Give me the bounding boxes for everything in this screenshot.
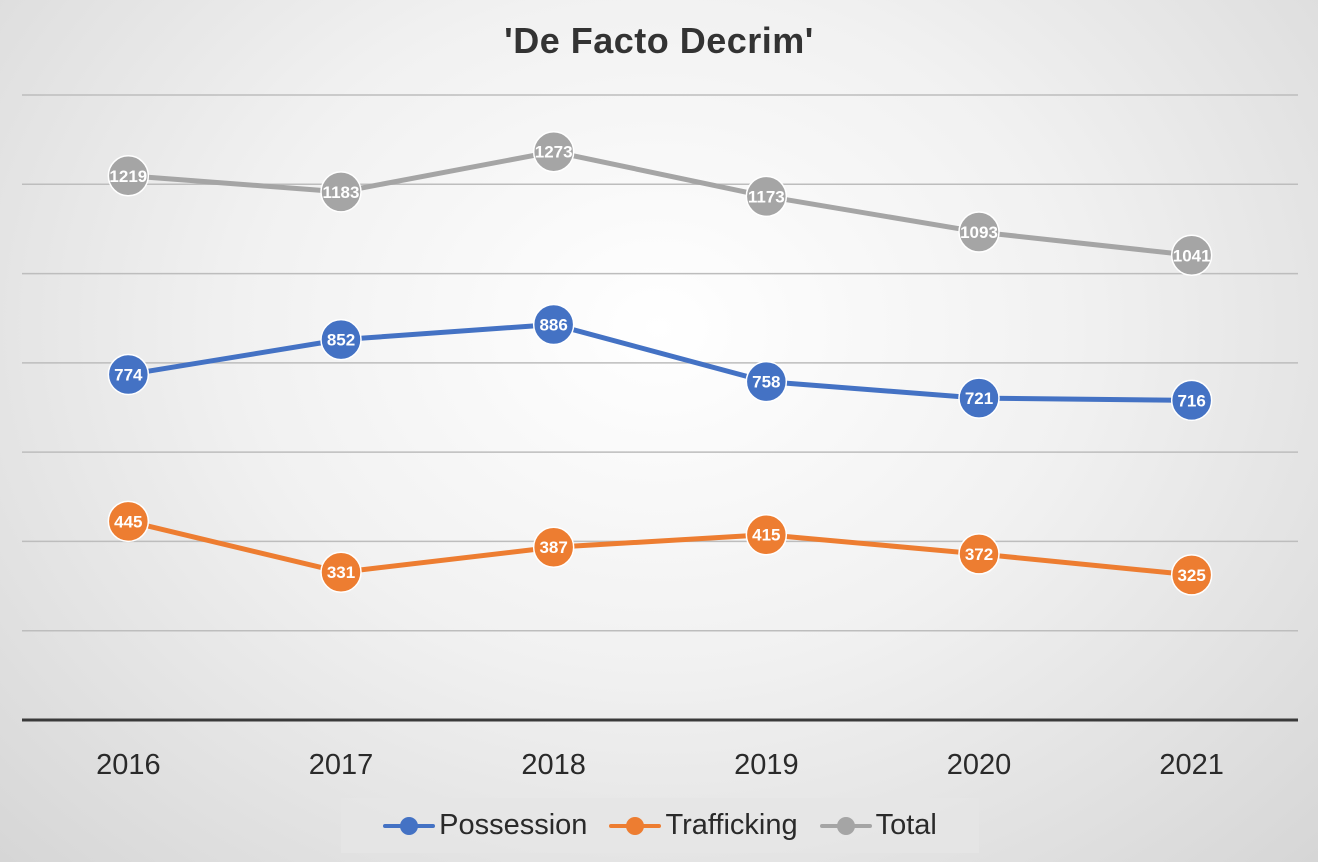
series-line-possession (125, 321, 1195, 403)
data-point (958, 211, 1000, 253)
x-tick-label: 2019 (734, 749, 799, 781)
series-lines: 774 852 886 758 721 716 445 331 387 415 372 325 1219… (107, 130, 1213, 596)
series-possession: 774 852 886 758 721 716 (107, 303, 1213, 422)
data-point (107, 353, 150, 396)
legend-item-trafficking: Trafficking (609, 809, 798, 842)
x-tick-label: 2020 (947, 749, 1012, 781)
data-point (532, 303, 575, 346)
data-point (107, 155, 150, 197)
data-label: 1273 (535, 143, 573, 162)
data-label: 758 (752, 373, 780, 392)
data-label: 1041 (1173, 246, 1211, 265)
data-point (320, 318, 362, 361)
data-point (320, 171, 362, 213)
data-point (958, 377, 1000, 419)
data-label: 1183 (323, 183, 360, 202)
data-label: 1219 (109, 167, 147, 186)
data-point (745, 360, 788, 403)
data-label: 1093 (960, 223, 998, 242)
data-point (745, 513, 788, 556)
x-axis: 2016 2017 2018 2019 2020 2021 (22, 718, 1298, 781)
legend-label: Total (875, 809, 937, 841)
data-label: 1173 (748, 187, 785, 206)
legend: Possession Trafficking Total (341, 798, 979, 853)
data-point (745, 175, 788, 218)
data-label: 325 (1177, 566, 1205, 585)
data-point (320, 551, 362, 593)
data-label: 852 (327, 331, 355, 350)
data-point (1170, 234, 1213, 277)
data-point (107, 500, 150, 543)
legend-label: Possession (439, 809, 588, 841)
data-label: 415 (752, 526, 780, 545)
data-point (1170, 554, 1213, 596)
data-point (958, 533, 1000, 575)
data-label: 774 (114, 365, 143, 384)
data-label: 445 (114, 512, 142, 531)
series-trafficking: 445 331 387 415 372 325 (107, 500, 1213, 596)
legend-swatch (383, 816, 436, 836)
legend-swatch (819, 816, 872, 836)
x-tick-label: 2018 (521, 749, 586, 781)
series-total: 1219 1183 1273 1173 1093 1041 (107, 130, 1213, 277)
series-line-total (125, 149, 1195, 258)
x-tick-label: 2017 (309, 749, 374, 781)
legend-item-total: Total (819, 809, 937, 842)
data-label: 372 (965, 545, 993, 564)
legend-label: Trafficking (665, 809, 798, 841)
x-tick-label: 2016 (96, 749, 161, 781)
legend-item-possession: Possession (383, 809, 587, 842)
data-point (532, 526, 575, 568)
data-label: 886 (539, 315, 567, 334)
data-label: 331 (327, 563, 355, 582)
x-tick-label: 2021 (1159, 749, 1224, 781)
data-point (532, 130, 575, 173)
chart-title: 'De Facto Decrim' (504, 20, 814, 61)
series-line-trafficking (125, 518, 1195, 578)
data-point (1170, 379, 1213, 422)
data-label: 716 (1177, 391, 1205, 410)
legend-swatch (609, 816, 662, 836)
data-label: 387 (539, 538, 567, 557)
data-label: 721 (965, 389, 993, 408)
